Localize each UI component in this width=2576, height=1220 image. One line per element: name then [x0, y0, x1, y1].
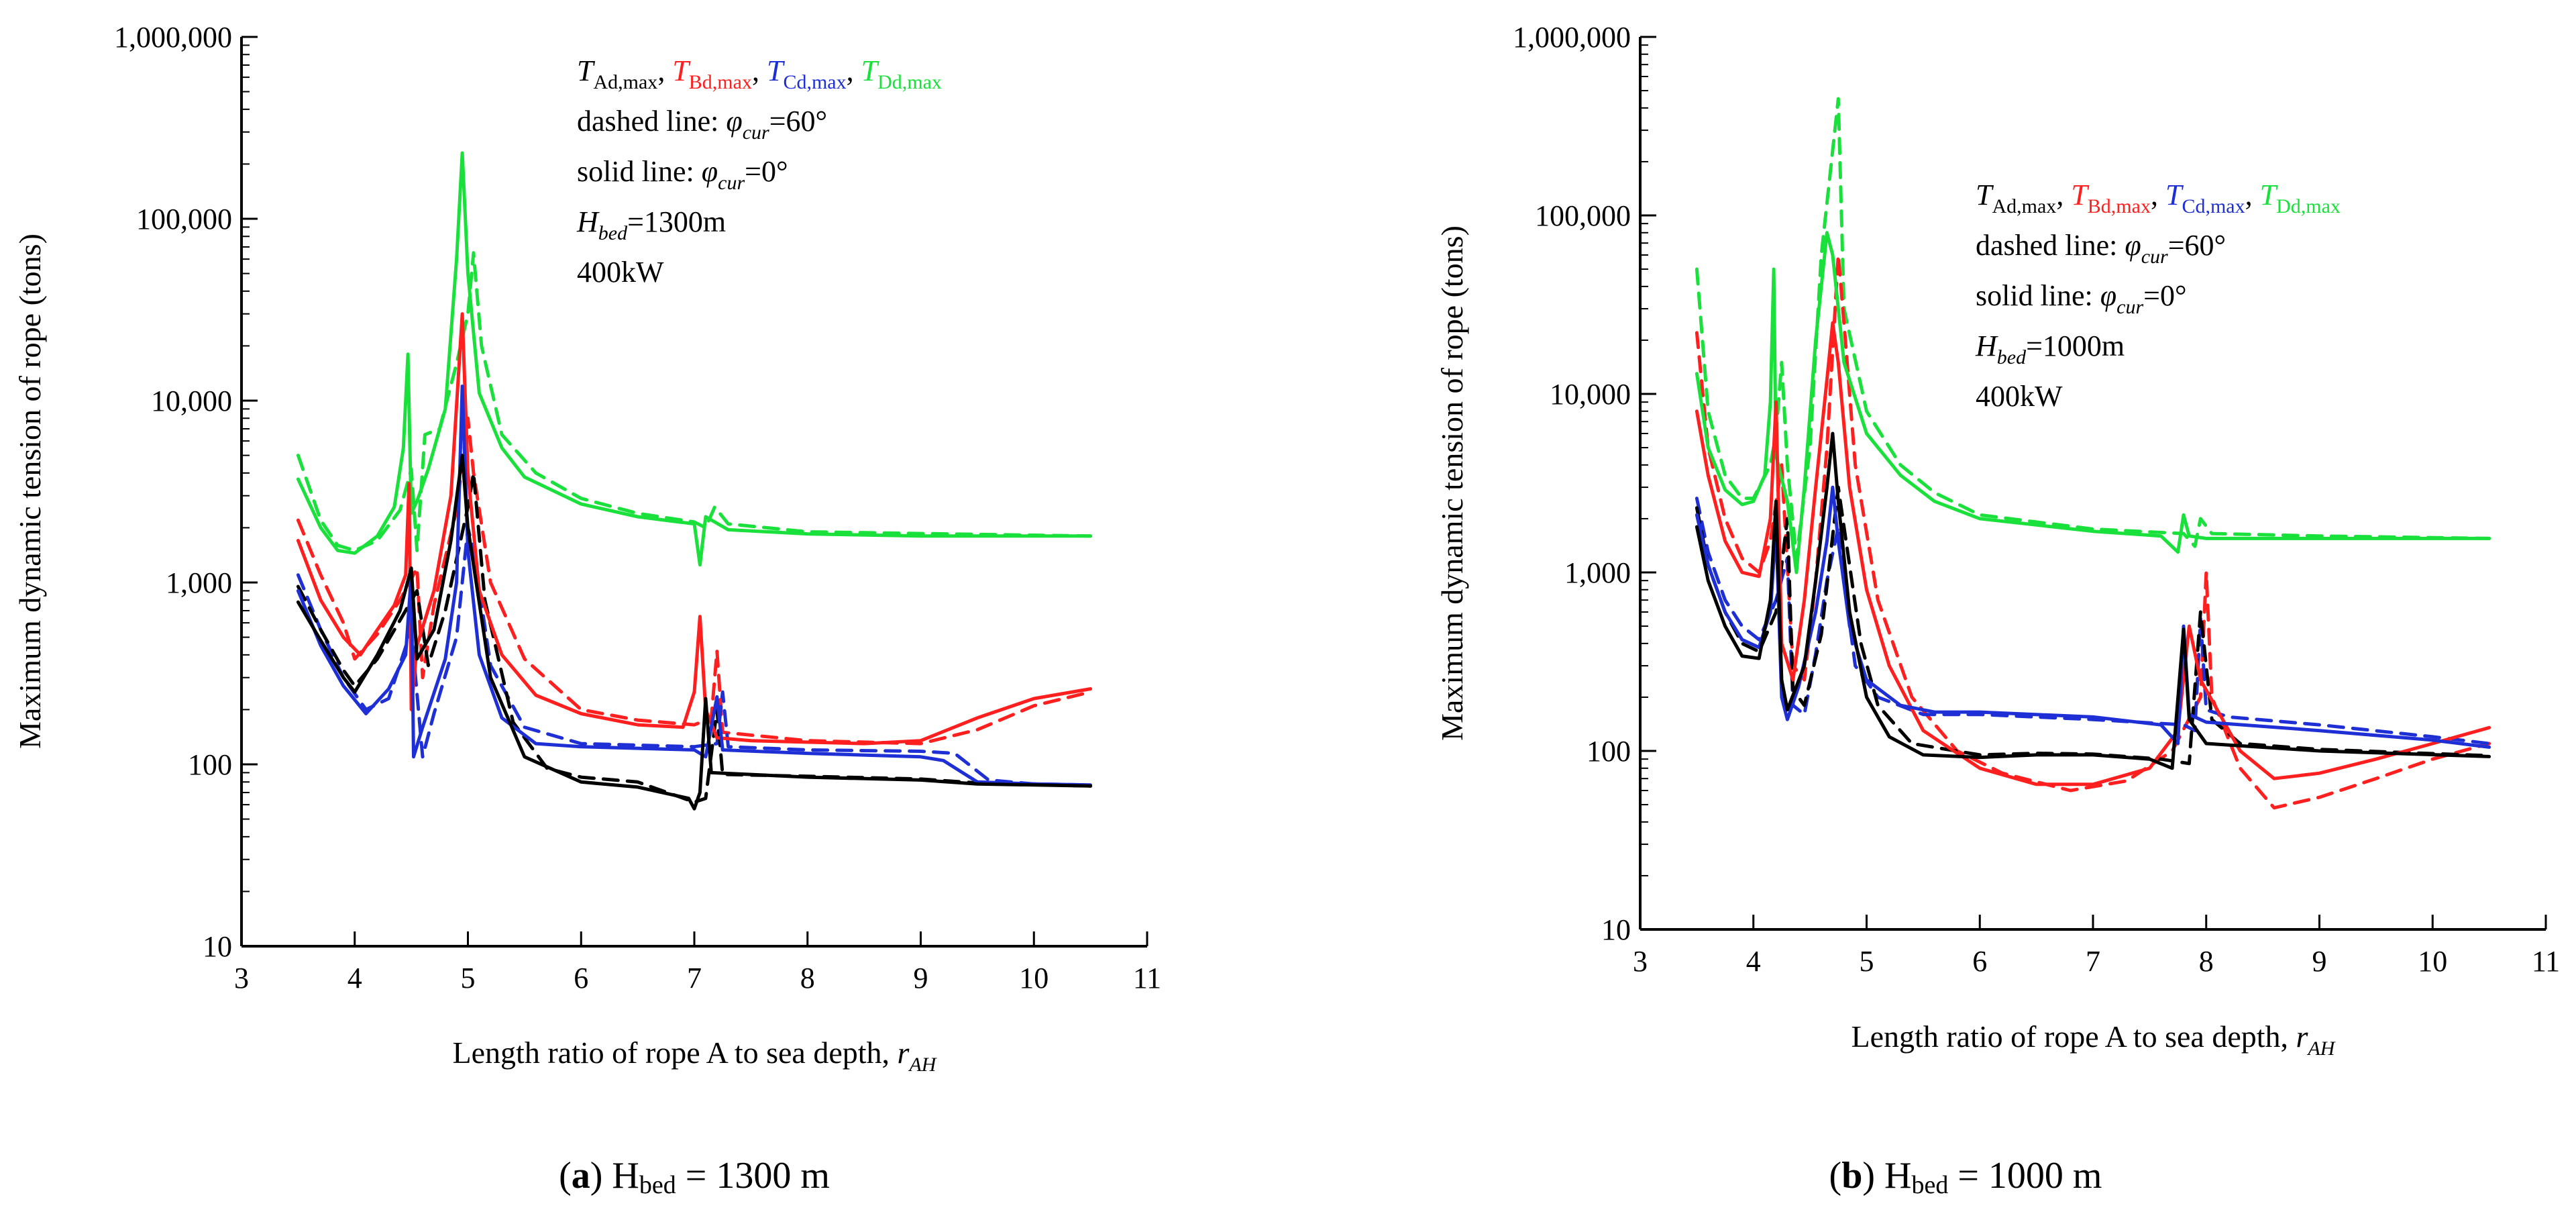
series-line-d-solid	[1695, 231, 2491, 574]
legend-solid-line: solid line: φcur=0°	[1976, 279, 2187, 318]
legend-entry-c: T	[767, 54, 786, 87]
caption-b: (b) Hbed = 1000 m	[1829, 1155, 2102, 1199]
x-tick-label: 11	[1133, 962, 1161, 995]
series-line-a-solid	[1695, 431, 2491, 770]
legend-entry-d: T	[2260, 179, 2279, 211]
series-line-a-dashed	[1695, 485, 2491, 766]
legend-dashed-line: dashed line: φcur=60°	[577, 105, 827, 144]
x-tick-label: 8	[2199, 945, 2214, 978]
y-tick-label: 10,000	[151, 385, 232, 417]
y-axis-label: Maximum dynamic tension of rope (tons)	[13, 234, 47, 749]
legend-entry-b: T	[2071, 179, 2090, 211]
series-line-c-solid	[296, 385, 1093, 787]
legend: TAd,max, TBd,max, TCd,max, TDd,max dashe…	[1975, 179, 2341, 413]
x-tick-label: 7	[687, 962, 702, 995]
x-tick-label: 4	[1746, 945, 1761, 978]
axes: 3 4 5 6 7 8 9 10 11 10 100 1,000 10,000 100,000 1,000,…	[1513, 21, 2560, 978]
y-tick-label: 1,000	[166, 566, 232, 599]
legend-solid-line: solid line: φcur=0°	[577, 155, 788, 194]
axes: 3 4 5 6 7 8 9 10 11 10 100 1,000 10,000 100,000 1,000,…	[114, 21, 1161, 995]
x-tick-label: 10	[1019, 962, 1049, 995]
series-line-a-solid	[296, 454, 1093, 811]
series-line-c-solid	[1695, 485, 2491, 749]
x-tick-label: 5	[1860, 945, 1874, 978]
legend-entry-a: T	[1976, 179, 1994, 211]
x-tick-label: 6	[574, 962, 588, 995]
y-tick-label: 10	[203, 930, 232, 963]
x-tick-label: 4	[347, 962, 362, 995]
series-line-b-dashed	[1695, 253, 2491, 810]
x-axis-label: Length ratio of rope A to sea depth, rAH	[1851, 1019, 2337, 1060]
legend: TAd,max, TBd,max, TCd,max, TDd,max dashe…	[576, 54, 942, 289]
series-line-c-dashed	[1695, 497, 2491, 746]
y-axis-label: Maximum dynamic tension of rope (tons)	[1435, 225, 1469, 741]
y-tick-label: 10	[1601, 913, 1631, 946]
chart-panel-b: 3 4 5 6 7 8 9 10 11 10 100 1,000 10,000 100,000 1,000,…	[1435, 21, 2560, 1060]
x-tick-label: 8	[800, 962, 815, 995]
legend-power: 400kW	[577, 256, 664, 289]
legend-depth: Hbed=1000m	[1975, 329, 2125, 368]
legend-entry-a: T	[577, 54, 596, 87]
legend-power: 400kW	[1976, 380, 2063, 413]
x-tick-label: 11	[2532, 945, 2560, 978]
chart-panel-a: 3 4 5 6 7 8 9 10 11 10 100 1,000 10,000 100,000 1,000,…	[13, 21, 1161, 1076]
x-tick-label: 10	[2418, 945, 2447, 978]
legend-entry-c: T	[2165, 179, 2184, 211]
series-layer	[1695, 97, 2491, 810]
x-tick-label: 3	[234, 962, 249, 995]
x-tick-label: 7	[2086, 945, 2100, 978]
series-line-b-solid	[1695, 321, 2491, 786]
y-tick-label: 1,000,000	[1513, 21, 1631, 54]
x-tick-label: 9	[2312, 945, 2327, 978]
series-line-b-dashed	[296, 416, 1093, 746]
y-tick-label: 10,000	[1550, 378, 1631, 411]
y-tick-label: 100,000	[136, 203, 232, 236]
x-axis-label: Length ratio of rope A to sea depth, rAH	[453, 1035, 938, 1076]
x-tick-label: 9	[914, 962, 928, 995]
x-tick-label: 5	[461, 962, 476, 995]
legend-series-names: TAd,max, TBd,max, TCd,max, TDd,max	[577, 54, 942, 93]
y-tick-label: 100	[1587, 735, 1631, 768]
y-tick-label: 100	[188, 748, 232, 781]
legend-series-names: TAd,max, TBd,max, TCd,max, TDd,max	[1976, 179, 2341, 217]
series-layer	[296, 151, 1093, 811]
y-tick-label: 100,000	[1535, 199, 1631, 232]
series-line-d-dashed	[296, 251, 1093, 552]
series-line-d-solid	[296, 151, 1093, 567]
legend-depth: Hbed=1300m	[576, 205, 726, 244]
caption-a: (a) Hbed = 1300 m	[559, 1155, 830, 1199]
y-tick-label: 1,000	[1564, 556, 1631, 589]
legend-entry-b: T	[672, 54, 691, 87]
y-tick-label: 1,000,000	[114, 21, 232, 54]
series-line-b-solid	[296, 312, 1093, 746]
x-tick-label: 3	[1633, 945, 1648, 978]
legend-dashed-line: dashed line: φcur=60°	[1976, 229, 2226, 268]
legend-entry-d: T	[861, 54, 880, 87]
x-tick-label: 6	[1972, 945, 1987, 978]
